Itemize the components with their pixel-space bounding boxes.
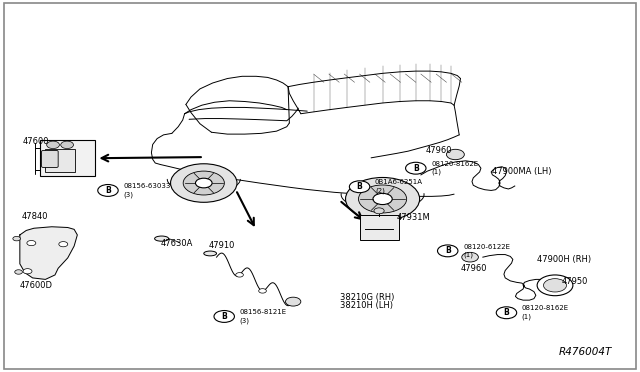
Text: R476004T: R476004T (559, 347, 612, 357)
Text: 47600D: 47600D (20, 281, 53, 290)
FancyBboxPatch shape (360, 215, 399, 240)
Circle shape (438, 245, 458, 257)
Ellipse shape (204, 251, 216, 256)
Circle shape (537, 275, 573, 296)
Text: 08120-8162E
(1): 08120-8162E (1) (522, 305, 569, 320)
Text: B: B (105, 186, 111, 195)
Circle shape (358, 185, 406, 213)
Text: 47630A: 47630A (161, 239, 193, 248)
Text: B: B (445, 246, 451, 255)
Circle shape (47, 141, 60, 148)
Circle shape (346, 177, 420, 221)
FancyBboxPatch shape (45, 149, 76, 172)
Text: 47900H (RH): 47900H (RH) (537, 255, 591, 264)
Text: 47840: 47840 (21, 212, 47, 221)
Circle shape (236, 273, 243, 277)
Text: B: B (221, 312, 227, 321)
Circle shape (373, 193, 392, 205)
Circle shape (171, 164, 237, 202)
Text: 08156-63033
(3): 08156-63033 (3) (124, 183, 171, 198)
Text: 08120-6122E
(1): 08120-6122E (1) (463, 244, 510, 258)
Text: B: B (413, 164, 419, 173)
Circle shape (374, 208, 384, 214)
Text: 47960: 47960 (461, 264, 487, 273)
Text: B: B (356, 182, 362, 191)
Circle shape (59, 241, 68, 247)
Text: 0B1A6-6251A
(2): 0B1A6-6251A (2) (375, 180, 423, 194)
Circle shape (447, 149, 465, 160)
Text: 38210H (LH): 38210H (LH) (340, 301, 394, 310)
Circle shape (349, 181, 370, 193)
Circle shape (406, 162, 426, 174)
Text: 38210G (RH): 38210G (RH) (340, 294, 395, 302)
Text: 47950: 47950 (561, 277, 588, 286)
FancyBboxPatch shape (4, 3, 636, 369)
Circle shape (13, 236, 20, 241)
Text: 08156-8121E
(3): 08156-8121E (3) (239, 309, 287, 324)
Polygon shape (20, 227, 77, 279)
Circle shape (15, 270, 22, 274)
FancyBboxPatch shape (40, 140, 95, 176)
Text: B: B (504, 308, 509, 317)
Circle shape (98, 185, 118, 196)
FancyBboxPatch shape (42, 150, 58, 167)
Circle shape (214, 311, 234, 323)
Circle shape (23, 269, 32, 274)
Ellipse shape (155, 236, 169, 241)
Circle shape (27, 240, 36, 246)
Circle shape (195, 178, 212, 188)
Text: 47910: 47910 (208, 241, 235, 250)
Circle shape (61, 141, 74, 148)
Text: 08120-8162E
(1): 08120-8162E (1) (431, 161, 478, 176)
Circle shape (462, 252, 478, 262)
Text: 47931M: 47931M (397, 213, 430, 222)
Text: 47900MA (LH): 47900MA (LH) (492, 167, 552, 176)
Circle shape (543, 279, 566, 292)
Text: 47600: 47600 (23, 137, 49, 146)
Circle shape (183, 171, 225, 195)
Text: 47960: 47960 (426, 146, 452, 155)
Circle shape (285, 297, 301, 306)
Circle shape (496, 307, 516, 319)
Circle shape (259, 289, 266, 293)
